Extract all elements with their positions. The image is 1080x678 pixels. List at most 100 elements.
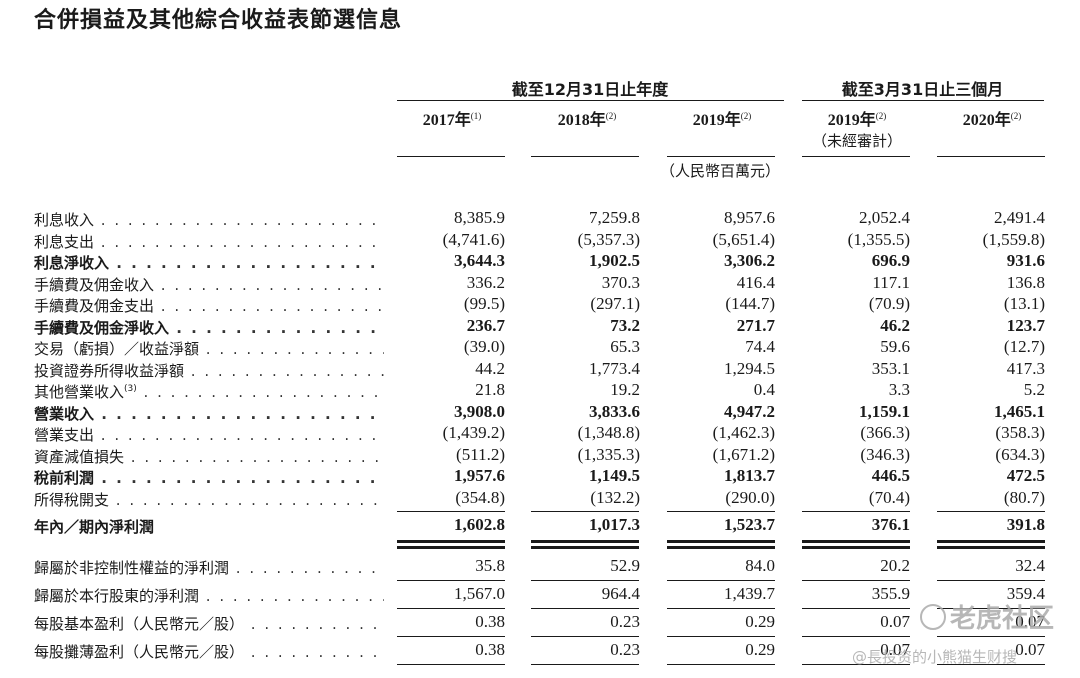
column-header-underline — [802, 156, 910, 157]
row-rule — [397, 636, 505, 637]
table-cell: 0.07 — [1015, 640, 1045, 659]
table-cell: 0.4 — [753, 380, 775, 399]
table-cell: 1,465.1 — [994, 402, 1045, 421]
row-rule — [937, 608, 1045, 609]
table-cell: (511.2) — [456, 445, 505, 464]
table-cell: (99.5) — [463, 294, 505, 313]
column-year-text: 2019年 — [827, 112, 876, 129]
table-cell: (1,348.8) — [577, 423, 640, 442]
table-cell: 19.2 — [610, 380, 640, 399]
column-footnote: (2) — [740, 111, 752, 121]
subtotal-rule — [937, 511, 1045, 512]
table-cell: 35.8 — [475, 556, 505, 575]
table-cell: 696.9 — [871, 251, 910, 270]
leader-dots: . . . . . . . . . . . . . . . . . . . . … — [205, 587, 384, 605]
table-cell: 0.23 — [610, 612, 640, 631]
table-cell: (5,357.3) — [577, 230, 640, 249]
leader-dots: . . . . . . . . . . . . . . . . . . . . … — [100, 211, 384, 229]
row-label-text: 投資證券所得收益淨額 — [34, 362, 185, 380]
row-rule — [531, 636, 639, 637]
watermark-handle: @長投资的小熊猫生财搜 — [852, 648, 1018, 666]
table-cell: 46.2 — [880, 316, 910, 335]
table-cell: 353.1 — [871, 359, 910, 378]
table-cell: 370.3 — [601, 273, 640, 292]
table-cell: (1,671.2) — [712, 445, 775, 464]
leader-dots: . . . . . . . . . . . . . . . . . . . . … — [100, 426, 384, 444]
table-cell: (1,559.8) — [982, 230, 1045, 249]
column-footnote: (2) — [605, 111, 617, 121]
leader-dots: . . . . . . . . . . . . . . . . . . . . … — [100, 233, 384, 251]
total-double-rule-bottom — [531, 546, 639, 549]
total-double-rule-top — [531, 540, 639, 543]
row-label-text: 手續費及佣金收入 — [34, 276, 155, 294]
leader-dots: . . . . . . . . . . . . . . . . . . . . … — [101, 405, 384, 423]
row-label-text: 年內／期內淨利潤 — [34, 518, 155, 536]
table-cell: (5,651.4) — [712, 230, 775, 249]
leader-dots: . . . . . . . . . . . . . . . . . . . . … — [205, 340, 384, 358]
row-label: 年內／期內淨利潤 — [34, 516, 384, 537]
watermark-logo: 老虎社区 — [920, 598, 1054, 635]
table-cell: (70.9) — [868, 294, 910, 313]
page-title: 合併損益及其他綜合收益表節選信息 — [34, 8, 403, 33]
row-rule — [667, 580, 775, 581]
row-rule — [667, 664, 775, 665]
row-rule — [531, 608, 639, 609]
row-label-text: 其他營業收入 — [34, 383, 125, 401]
leader-dots: . . . . . . . . . . . . . . . . . . . . … — [101, 469, 384, 487]
column-year-text: 2017年 — [422, 112, 471, 129]
row-label-text: 資產減值損失 — [34, 448, 125, 466]
table-cell: (354.8) — [455, 488, 505, 507]
table-cell: 3.3 — [888, 380, 910, 399]
row-label-text: 所得稅開支 — [34, 491, 110, 509]
table-cell: 74.4 — [745, 337, 775, 356]
row-rule — [531, 580, 639, 581]
column-header-underline — [667, 156, 775, 157]
column-header-year: 2017年(1) — [392, 106, 512, 130]
row-label: 營業收入 . . . . . . . . . . . . . . . . . .… — [34, 403, 384, 424]
table-cell: (290.0) — [725, 488, 775, 507]
column-footnote: (2) — [1010, 111, 1022, 121]
table-cell: 1,159.1 — [859, 402, 910, 421]
row-label: 手續費及佣金支出 . . . . . . . . . . . . . . . .… — [34, 295, 384, 316]
row-label-text: 歸屬於本行股東的淨利潤 — [34, 587, 200, 605]
table-cell: 7,259.8 — [589, 208, 640, 227]
table-cell: 5.2 — [1023, 380, 1045, 399]
row-label-text: 歸屬於非控制性權益的淨利潤 — [34, 559, 230, 577]
table-cell: (70.4) — [868, 488, 910, 507]
table-cell: (132.2) — [590, 488, 640, 507]
table-cell: 8,385.9 — [454, 208, 505, 227]
table-cell: 73.2 — [610, 316, 640, 335]
row-label: 手續費及佣金淨收入 . . . . . . . . . . . . . . . … — [34, 317, 384, 338]
table-cell: 446.5 — [871, 466, 910, 485]
table-cell: 931.6 — [1006, 251, 1045, 270]
row-label: 營業支出 . . . . . . . . . . . . . . . . . .… — [34, 424, 384, 445]
leader-dots: . . . . . . . . . . . . . . . . . . . . … — [235, 559, 384, 577]
row-label-text: 手續費及佣金支出 — [34, 297, 155, 315]
table-cell: 52.9 — [610, 556, 640, 575]
row-label-text: 稅前利潤 — [34, 469, 95, 487]
leader-dots: . . . . . . . . . . . . . . . . . . . . … — [250, 615, 384, 633]
table-cell: 21.8 — [475, 380, 505, 399]
table-cell: 417.3 — [1006, 359, 1045, 378]
column-header-year: 2020年(2) — [932, 106, 1052, 130]
row-rule — [667, 636, 775, 637]
table-cell: 8,957.6 — [724, 208, 775, 227]
row-label: 利息收入 . . . . . . . . . . . . . . . . . .… — [34, 209, 384, 230]
column-subheader: （未經審計） — [811, 132, 902, 150]
tiger-logo-icon — [920, 604, 946, 630]
table-cell: 376.1 — [871, 515, 910, 534]
row-label-text: 手續費及佣金淨收入 — [34, 319, 170, 337]
table-cell: (1,355.5) — [847, 230, 910, 249]
column-header-year: 2018年(2) — [527, 106, 647, 130]
row-label-text: 營業支出 — [34, 426, 95, 444]
table-cell: (297.1) — [590, 294, 640, 313]
table-cell: 59.6 — [880, 337, 910, 356]
row-rule — [802, 608, 910, 609]
column-footnote: (1) — [470, 111, 482, 121]
table-cell: 32.4 — [1015, 556, 1045, 575]
total-double-rule-top — [937, 540, 1045, 543]
total-double-rule-bottom — [667, 546, 775, 549]
row-rule — [397, 580, 505, 581]
row-label-text: 利息支出 — [34, 233, 95, 251]
row-label-text: 每股基本盈利（人民幣元／股） — [34, 615, 245, 633]
